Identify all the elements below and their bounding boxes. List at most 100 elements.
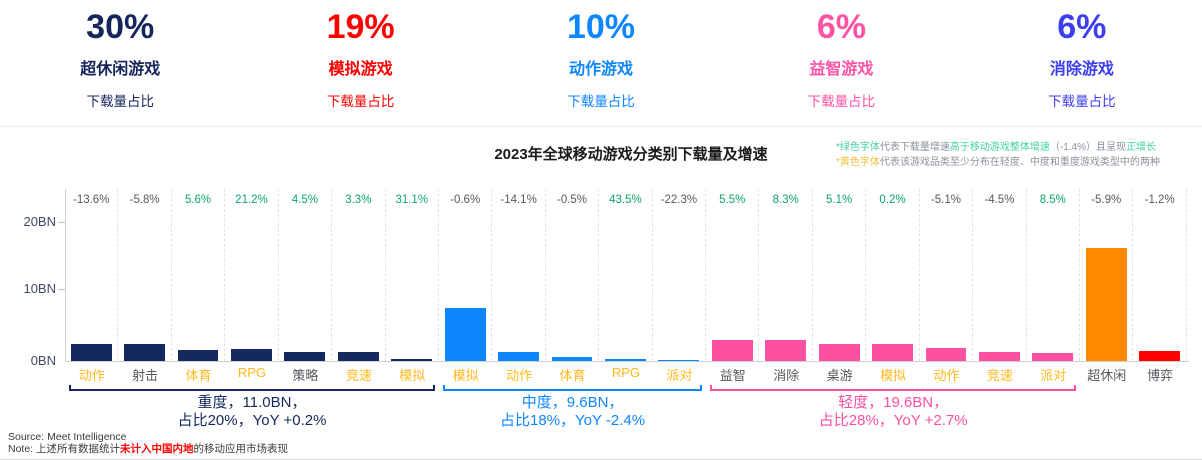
stat-sublabel: 下载量占比 <box>86 94 154 109</box>
bar-射击 <box>124 344 166 361</box>
chart-column-动作: -13.6% <box>65 189 119 361</box>
footnote-green: *绿色字体代表下载量增速高于移动游戏整体增速（-1.4%）且呈现正增长 <box>836 140 1202 155</box>
chart-column-动作: -14.1% <box>492 189 546 361</box>
growth-label: 5.6% <box>184 194 212 206</box>
plot-area: -13.6% -5.8% 5.6% 21.2% 4.5% 3.3% 31.1% -0.6% -1… <box>65 189 1187 361</box>
footnote-segment: *绿色字体 <box>836 142 880 153</box>
category-label-动作: 动作 <box>933 368 960 383</box>
footnote-yellow: *黄色字体代表该游戏品类至少分布在轻度、中度和重度游戏类型中的两种 <box>836 155 1202 170</box>
footnote-segment: 高于移动游戏整体增速 <box>949 142 1050 153</box>
chart-column-策略: 4.5% <box>279 189 333 361</box>
growth-label: 8.5% <box>1039 194 1066 206</box>
stat-hypercasual: 30% 超休闲游戏 下载量占比 <box>0 8 240 126</box>
growth-label: -0.6% <box>450 194 481 206</box>
chart-column-动作: -5.1% <box>920 189 974 361</box>
ytick-mark <box>58 222 65 223</box>
growth-label: -5.1% <box>930 194 961 206</box>
category-label-消除: 消除 <box>773 368 800 383</box>
bar-派对 <box>1032 353 1074 361</box>
stat-action: 10% 动作游戏 下载量占比 <box>481 8 721 126</box>
bar-桌游 <box>818 343 860 361</box>
stat-match: 6% 消除游戏 下载量占比 <box>962 8 1202 126</box>
group-caption-line: 占比20%，YoY +0.2% <box>177 411 327 429</box>
chart-column-益智: 5.5% <box>706 189 760 361</box>
stat-percent: 6% <box>816 8 866 46</box>
group-caption-line: 占比28%，YoY +2.7% <box>818 411 968 429</box>
note-prefix: Note: 上述所有数据统计 <box>8 442 121 455</box>
bar-体育 <box>177 349 219 361</box>
category-label-射击: 射击 <box>132 368 159 383</box>
bar-益智 <box>711 340 753 361</box>
bar-模拟 <box>444 308 486 361</box>
source-line: Source: Meet Intelligence <box>8 431 127 443</box>
category-label-竞速: 竞速 <box>986 368 1013 383</box>
bar-竞速 <box>337 351 379 361</box>
group-caption-medium: 中度，9.6BN， 占比18%，YoY -2.4% <box>439 394 706 429</box>
footnote-segment: *黄色字体 <box>836 157 880 168</box>
stat-percent: 19% <box>326 8 395 46</box>
footnote-segment: 代表下载量增速 <box>879 142 950 153</box>
chart-column-竞速: 3.3% <box>332 189 386 361</box>
stat-category: 模拟游戏 <box>328 61 393 78</box>
chart-column-模拟: -0.6% <box>439 189 493 361</box>
chart-column-模拟: 31.1% <box>386 189 439 361</box>
bar-模拟 <box>872 344 913 361</box>
group-caption-line: 轻度，19.6BN， <box>838 394 949 411</box>
group-caption-line: 重度，11.0BN， <box>197 394 307 411</box>
growth-label: 0.2% <box>879 194 906 206</box>
source-note: Source: Meet Intelligence Note: 上述所有数据统计… <box>8 431 288 456</box>
group-caption-heavy: 重度，11.0BN， 占比20%，YoY +0.2% <box>65 394 439 429</box>
ytick-mark <box>58 289 65 290</box>
chart-column-RPG: 43.5% <box>599 189 653 361</box>
x-axis-baseline <box>65 361 1189 362</box>
category-label-派对: 派对 <box>666 368 693 383</box>
chart-title: 2023年全球移动游戏分类别下载量及增速 <box>494 146 768 163</box>
category-label-策略: 策略 <box>292 368 319 383</box>
bar-消除 <box>765 339 807 361</box>
growth-label: -5.9% <box>1091 194 1122 206</box>
category-label-模拟: 模拟 <box>880 368 907 383</box>
growth-label: 5.5% <box>719 194 746 206</box>
bar-策略 <box>284 351 326 361</box>
footnote-segment: 代表该游戏品类至少分布在轻度、中度和重度游戏类型中的两种 <box>879 157 1160 168</box>
growth-label: 8.3% <box>772 194 799 206</box>
growth-label: 3.3% <box>345 194 372 206</box>
growth-label: -0.5% <box>556 194 588 206</box>
stat-sublabel: 下载量占比 <box>567 94 635 109</box>
category-label-RPG: RPG <box>611 365 641 380</box>
growth-label: -5.8% <box>129 194 160 206</box>
category-label-桌游: 桌游 <box>826 368 853 383</box>
growth-label: 5.1% <box>826 194 853 206</box>
chart-column-消除: 8.3% <box>759 189 813 361</box>
growth-label: -14.1% <box>500 194 537 206</box>
chart-column-派对: 8.5% <box>1027 189 1081 361</box>
category-label-体育: 体育 <box>185 368 212 383</box>
stat-category: 消除游戏 <box>1049 61 1114 78</box>
group-bracket-heavy <box>69 385 435 391</box>
stat-category: 超休闲游戏 <box>80 61 161 78</box>
group-caption-line: 中度，9.6BN， <box>521 394 624 411</box>
note-line: Note: 上述所有数据统计未计入中国内地的移动应用市场表现 <box>8 442 288 456</box>
stat-category: 益智游戏 <box>809 61 874 78</box>
ytick-10bn: 10BN <box>23 281 56 296</box>
y-axis-line <box>65 189 66 361</box>
bar-动作 <box>70 344 112 361</box>
growth-label: 4.5% <box>291 194 318 206</box>
chart-column-桌游: 5.1% <box>813 189 867 361</box>
stat-percent: 6% <box>1057 8 1107 46</box>
bar-竞速 <box>978 351 1020 361</box>
group-caption-light: 轻度，19.6BN， 占比28%，YoY +2.7% <box>706 394 1080 429</box>
group-caption-line: 占比18%，YoY -2.4% <box>500 411 646 429</box>
bar-派对 <box>658 360 700 361</box>
category-label-竞速: 竞速 <box>345 368 372 383</box>
category-label-动作: 动作 <box>506 368 533 383</box>
footnote-segment: （-1.4%）且呈现 <box>1049 142 1127 153</box>
chart-column-派对: -22.3% <box>653 189 707 361</box>
category-label-派对: 派对 <box>1040 368 1067 383</box>
growth-label: -13.6% <box>72 194 110 206</box>
chart-column-体育: 5.6% <box>172 189 226 361</box>
growth-label: 31.1% <box>395 194 429 206</box>
category-label-模拟: 模拟 <box>452 368 479 383</box>
stat-percent: 10% <box>566 8 636 46</box>
